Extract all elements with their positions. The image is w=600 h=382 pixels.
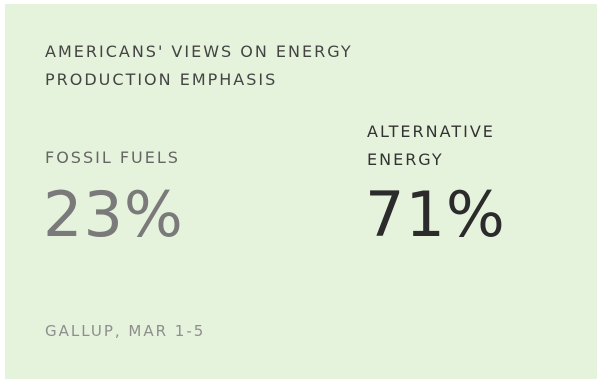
card-title: AMERICANS' VIEWS ON ENERGY PRODUCTION EM… [45, 38, 353, 94]
alternative-energy-value: 71% [365, 178, 506, 251]
fossil-fuels-label: FOSSIL FUELS [45, 144, 180, 172]
alternative-energy-label-line-2: ENERGY [367, 150, 444, 169]
alternative-energy-label-line-1: ALTERNATIVE [367, 122, 495, 141]
source-note: GALLUP, MAR 1-5 [45, 322, 206, 340]
infographic-card: AMERICANS' VIEWS ON ENERGY PRODUCTION EM… [5, 4, 597, 379]
card-title-line-1: AMERICANS' VIEWS ON ENERGY [45, 42, 353, 61]
fossil-fuels-label-line-1: FOSSIL FUELS [45, 148, 180, 167]
fossil-fuels-value: 23% [43, 178, 184, 251]
alternative-energy-label: ALTERNATIVE ENERGY [367, 118, 495, 174]
card-title-line-2: PRODUCTION EMPHASIS [45, 70, 278, 89]
